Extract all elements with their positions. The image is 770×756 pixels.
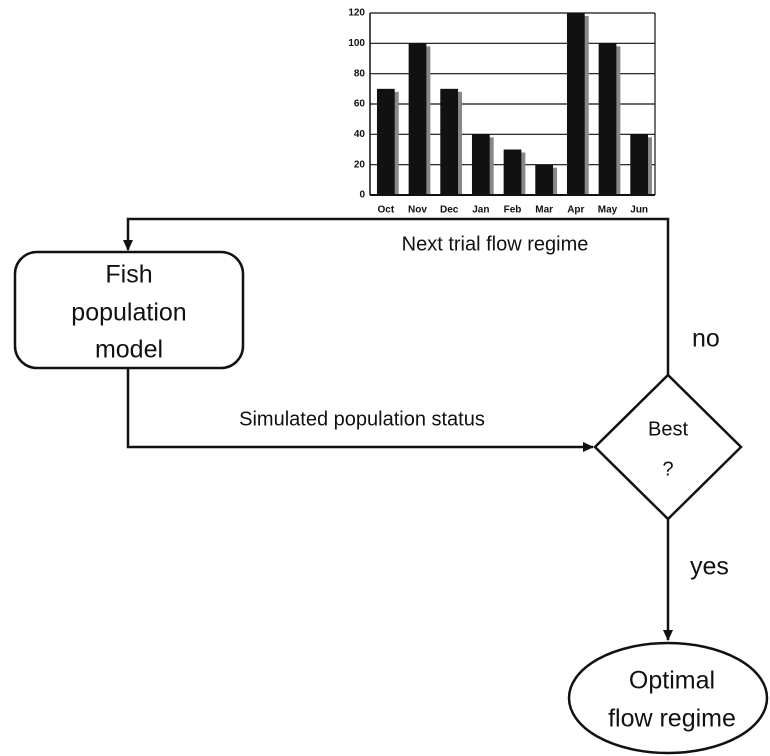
x-tick-label: Mar [535, 205, 553, 216]
bar [440, 88, 459, 195]
node-text: flow regime [608, 705, 736, 733]
bar [408, 43, 427, 196]
bar [376, 88, 395, 195]
y-tick-label: 40 [354, 129, 366, 140]
x-tick-label: Oct [377, 205, 394, 216]
edge-label: Simulated population status [239, 408, 485, 430]
bar [503, 149, 522, 195]
bar [535, 164, 554, 195]
edge-label: Next trial flow regime [402, 233, 589, 255]
y-tick-label: 0 [359, 190, 365, 201]
y-tick-label: 100 [348, 38, 365, 49]
y-tick-label: 60 [354, 99, 366, 110]
decision [593, 373, 743, 521]
node-text: model [95, 336, 163, 364]
node-text: population [71, 299, 186, 327]
x-tick-label: Apr [567, 205, 584, 216]
terminal [567, 641, 769, 755]
node-text: Fish [105, 261, 152, 289]
bar [566, 13, 585, 195]
loop-arrow [123, 217, 670, 375]
x-tick-label: May [598, 205, 618, 216]
bar-chart: 0 20 40 60 80 100 120 Oct Nov Dec Jan Feb Mar Apr May J… [348, 8, 656, 216]
y-tick-label: 20 [354, 159, 366, 170]
bar [471, 134, 490, 195]
x-tick-label: Feb [504, 205, 522, 216]
y-tick-label: 80 [354, 68, 366, 79]
node-text: ? [662, 458, 673, 480]
status-arrow [126, 368, 594, 452]
bar [630, 134, 649, 195]
node-text: Best [648, 418, 688, 440]
edge-label: no [692, 325, 720, 353]
x-tick-label: Jun [630, 205, 648, 216]
x-tick-label: Nov [408, 205, 427, 216]
x-tick-label: Dec [440, 205, 459, 216]
y-tick-label: 120 [348, 8, 365, 19]
node-text: Optimal [629, 667, 715, 695]
edge-label: yes [690, 553, 729, 581]
bar [598, 43, 617, 196]
x-tick-label: Jan [472, 205, 489, 216]
